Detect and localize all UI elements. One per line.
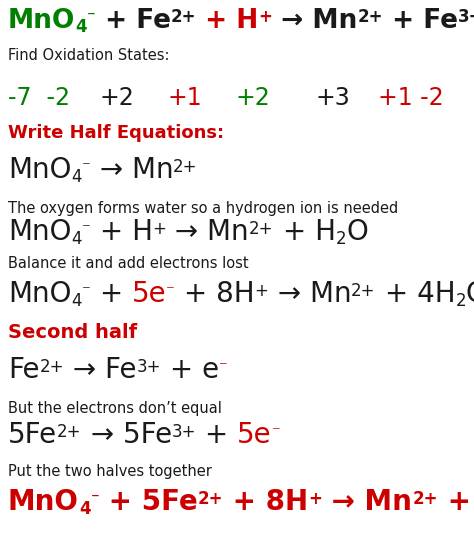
Text: Write Half Equations:: Write Half Equations: [8, 124, 224, 142]
Text: 2+: 2+ [57, 423, 82, 441]
Text: 2+: 2+ [173, 158, 198, 176]
Text: ⁻: ⁻ [272, 423, 281, 441]
Text: +3: +3 [316, 86, 351, 110]
Text: + 8H: + 8H [224, 488, 309, 516]
Text: MnO: MnO [8, 218, 72, 246]
Text: ⁻: ⁻ [87, 8, 96, 26]
Text: → 5Fe: → 5Fe [82, 421, 172, 449]
Text: Find Oxidation States:: Find Oxidation States: [8, 48, 170, 63]
Text: + e: + e [161, 356, 219, 384]
Text: +2: +2 [236, 86, 271, 110]
Text: 4: 4 [72, 230, 82, 248]
Text: + H: + H [196, 8, 258, 34]
Text: Balance it and add electrons lost: Balance it and add electrons lost [8, 256, 249, 271]
Text: + 5Fe: + 5Fe [99, 488, 198, 516]
Text: → Mn: → Mn [322, 488, 412, 516]
Text: O: O [346, 218, 368, 246]
Text: 4: 4 [75, 18, 87, 36]
Text: +: + [196, 421, 237, 449]
Text: +: + [258, 8, 273, 26]
Text: → Mn: → Mn [273, 8, 357, 34]
Text: ⁻: ⁻ [82, 282, 91, 300]
Text: 2+: 2+ [198, 490, 224, 508]
Text: + 5Fe: + 5Fe [438, 488, 474, 516]
Text: +: + [91, 280, 132, 308]
Text: +1: +1 [168, 86, 202, 110]
Text: + Fe: + Fe [383, 8, 458, 34]
Text: → Mn: → Mn [269, 280, 351, 308]
Text: +1 -2: +1 -2 [378, 86, 444, 110]
Text: → Mn: → Mn [166, 218, 249, 246]
Text: + Fe: + Fe [96, 8, 171, 34]
Text: ⁻: ⁻ [91, 490, 99, 508]
Text: + H: + H [273, 218, 336, 246]
Text: 2+: 2+ [171, 8, 196, 26]
Text: 3+: 3+ [137, 358, 161, 376]
Text: The oxygen forms water so a hydrogen ion is needed: The oxygen forms water so a hydrogen ion… [8, 201, 398, 216]
Text: ⁻: ⁻ [166, 282, 175, 300]
Text: Second half: Second half [8, 323, 137, 342]
Text: 5e: 5e [237, 421, 272, 449]
Text: 2+: 2+ [357, 8, 383, 26]
Text: 2: 2 [336, 230, 346, 248]
Text: But the electrons don’t equal: But the electrons don’t equal [8, 401, 222, 416]
Text: ⁻: ⁻ [82, 220, 91, 238]
Text: 4: 4 [79, 500, 91, 518]
Text: 2+: 2+ [412, 490, 438, 508]
Text: → Fe: → Fe [64, 356, 137, 384]
Text: MnO: MnO [8, 8, 75, 34]
Text: 2+: 2+ [351, 282, 376, 300]
Text: 5e: 5e [132, 280, 166, 308]
Text: 5Fe: 5Fe [8, 421, 57, 449]
Text: O: O [466, 280, 474, 308]
Text: -7  -2: -7 -2 [8, 86, 70, 110]
Text: 2+: 2+ [249, 220, 273, 238]
Text: MnO: MnO [8, 280, 72, 308]
Text: + 8H: + 8H [175, 280, 255, 308]
Text: Put the two halves together: Put the two halves together [8, 464, 212, 479]
Text: 3+: 3+ [458, 8, 474, 26]
Text: 2+: 2+ [39, 358, 64, 376]
Text: +: + [153, 220, 166, 238]
Text: → Mn: → Mn [91, 156, 173, 184]
Text: Fe: Fe [8, 356, 39, 384]
Text: +: + [255, 282, 269, 300]
Text: 4: 4 [72, 168, 82, 186]
Text: MnO: MnO [8, 156, 72, 184]
Text: 3+: 3+ [172, 423, 196, 441]
Text: 4: 4 [72, 292, 82, 310]
Text: MnO: MnO [8, 488, 79, 516]
Text: + 4H: + 4H [376, 280, 456, 308]
Text: 2: 2 [456, 292, 466, 310]
Text: + H: + H [91, 218, 153, 246]
Text: +: + [309, 490, 322, 508]
Text: ⁻: ⁻ [82, 158, 91, 176]
Text: ⁻: ⁻ [219, 358, 228, 376]
Text: +2: +2 [100, 86, 135, 110]
